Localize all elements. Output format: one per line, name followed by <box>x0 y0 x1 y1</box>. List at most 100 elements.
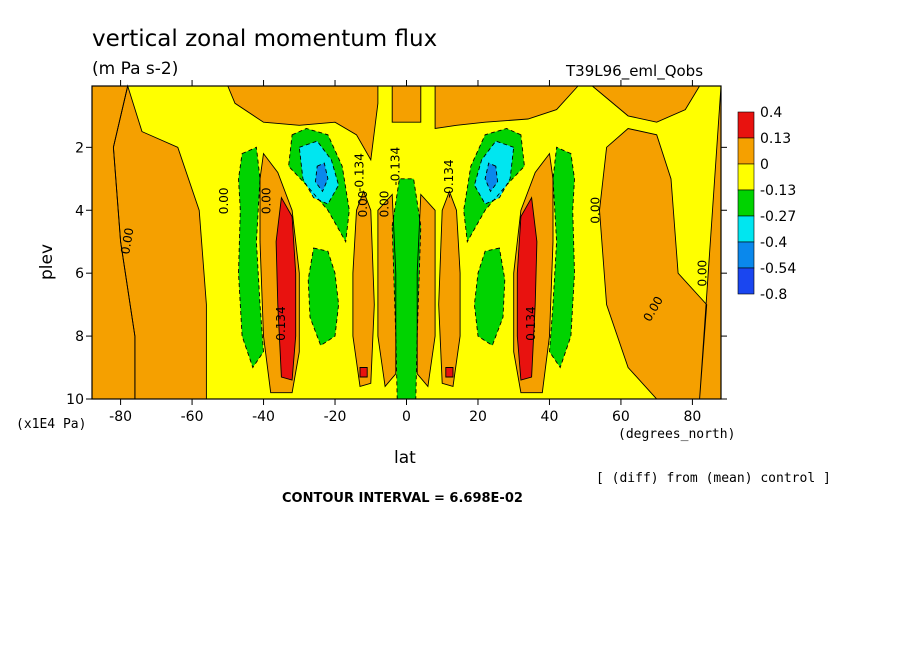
contour-region <box>392 178 421 399</box>
legend-swatch <box>737 137 755 165</box>
x-tick-label: -40 <box>252 409 275 425</box>
legend-label: -0.4 <box>760 235 787 251</box>
contour-region <box>227 86 378 160</box>
contour-region <box>474 248 505 346</box>
contour-line <box>352 190 375 387</box>
y-tick-label: 10 <box>66 392 84 408</box>
x-tick-label: -20 <box>324 409 347 425</box>
contour-line <box>549 146 575 369</box>
x-axis-units: (degrees_north) <box>618 427 735 442</box>
contour-label: 0.00 <box>356 191 370 218</box>
contour-line <box>445 367 454 378</box>
contour-line <box>438 190 461 387</box>
contour-region <box>592 86 700 123</box>
legend-label: -0.8 <box>760 287 787 303</box>
contour-line <box>298 140 340 205</box>
y-tick-label: 4 <box>75 203 84 219</box>
contour-line <box>513 152 554 394</box>
contour-line <box>259 152 300 394</box>
y-tick-label: 6 <box>75 266 84 282</box>
contour-line <box>463 128 525 244</box>
contour-region <box>276 197 296 381</box>
legend-label: -0.13 <box>760 183 796 199</box>
contour-region <box>485 163 498 192</box>
x-tick-label: 20 <box>469 409 487 425</box>
x-tick-label: -80 <box>109 409 132 425</box>
x-axis-label: lat <box>394 448 416 468</box>
contour-label: 0.00 <box>378 191 392 218</box>
legend-swatch <box>737 267 755 295</box>
legend-label: 0.13 <box>760 131 791 147</box>
contour-label: 0.134 <box>274 306 288 340</box>
contour-line <box>275 196 297 381</box>
legend-label: -0.54 <box>760 261 796 277</box>
contour-label: 0.134 <box>524 306 538 340</box>
y-axis-ticks: 2 4 6 8 10 <box>66 140 727 408</box>
contour-region <box>438 191 461 387</box>
contour-region <box>435 86 578 129</box>
contour-line <box>391 178 422 400</box>
contour-region <box>315 163 328 192</box>
contour-line <box>238 146 264 369</box>
contour-line <box>473 140 515 205</box>
contour-region <box>392 86 421 123</box>
contour-region <box>549 147 575 368</box>
contour-region <box>352 191 375 387</box>
y-axis-units: (x1E4 Pa) <box>16 417 86 432</box>
x-tick-label: 60 <box>612 409 630 425</box>
contour-label: -0.134 <box>353 153 367 192</box>
y-tick-label: 2 <box>75 140 84 156</box>
run-label: T39L96_eml_Qobs <box>565 62 703 81</box>
contour-interval: CONTOUR INTERVAL = 6.698E-02 <box>282 491 523 506</box>
contour-line <box>516 196 538 381</box>
contour-region <box>599 86 721 399</box>
legend-swatch <box>737 241 755 269</box>
legend-label: 0.4 <box>760 105 782 121</box>
contour-region <box>445 367 453 377</box>
contour-line <box>377 193 397 388</box>
contour-line <box>314 162 329 193</box>
contour-line <box>359 367 368 378</box>
contour-label: 0.00 <box>217 187 231 214</box>
legend-swatch <box>737 111 755 139</box>
legend-swatch <box>737 215 755 243</box>
contour-line <box>434 85 580 130</box>
contour-label: 0.00 <box>118 227 136 256</box>
color-legend: 0.4 0.13 0 -0.13 -0.27 -0.4 -0.54 -0.8 <box>737 105 796 303</box>
y-tick-label: 8 <box>75 329 84 345</box>
chart-units: (m Pa s-2) <box>92 59 178 79</box>
contour-region <box>417 194 436 387</box>
contour-label: 0.00 <box>260 187 274 214</box>
x-tick-label: -60 <box>181 409 204 425</box>
contour-line <box>227 85 379 162</box>
contour-lines <box>91 84 722 400</box>
plot-area: 0.000.00 0.00 0.00 0.00 0.000.000.000.134-0.… <box>91 84 722 400</box>
contour-label: -0.134 <box>442 159 456 198</box>
contour-line <box>416 193 436 388</box>
legend-swatch <box>737 189 755 217</box>
contour-region <box>517 197 537 381</box>
contour-label: 0.00 <box>696 260 710 287</box>
legend-label: -0.27 <box>760 209 796 225</box>
y-axis-label: plev <box>37 244 57 280</box>
diff-note: [ (diff) from (mean) control ] <box>596 471 831 486</box>
contour-line <box>599 85 722 400</box>
contour-region <box>92 86 135 399</box>
contour-label: 0.00 <box>588 197 602 224</box>
contour-line <box>307 247 340 347</box>
contour-line <box>473 247 506 347</box>
contour-region <box>360 367 368 377</box>
x-tick-label: 40 <box>541 409 559 425</box>
chart-title: vertical zonal momentum flux <box>92 26 437 52</box>
x-tick-label: 0 <box>402 409 411 425</box>
x-tick-label: 80 <box>683 409 701 425</box>
contour-region <box>238 147 264 368</box>
contour-region <box>377 194 396 387</box>
contour-line <box>288 128 350 244</box>
contour-label: -0.134 <box>388 147 402 186</box>
contour-region <box>308 248 339 346</box>
x-axis-ticks: -80 -60 -40 -20 0 20 40 60 80 <box>109 80 701 425</box>
legend-label: 0 <box>760 157 769 173</box>
contour-line <box>484 162 499 193</box>
